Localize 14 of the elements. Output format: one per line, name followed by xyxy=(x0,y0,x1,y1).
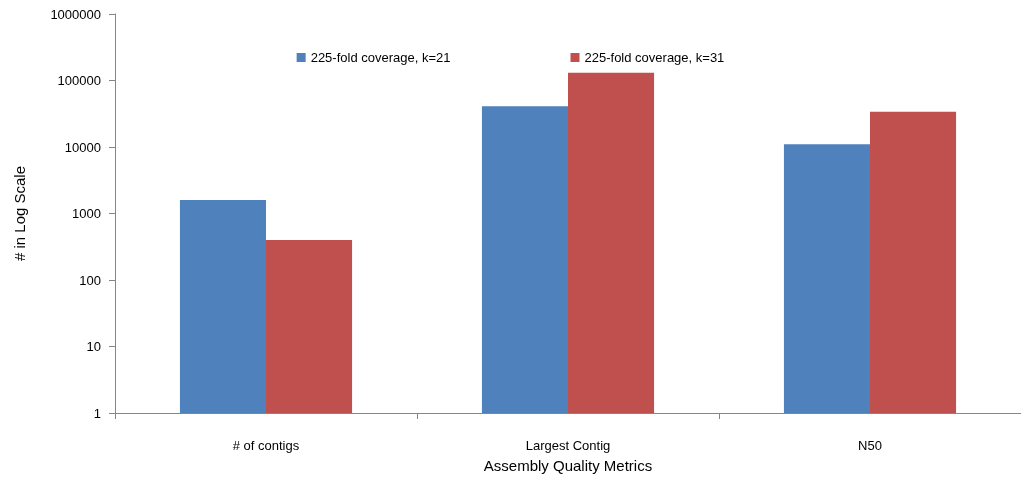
y-tick-label: 10 xyxy=(86,339,101,354)
legend-label: 225-fold coverage, k=31 xyxy=(584,50,725,65)
legend-label: 225-fold coverage, k=21 xyxy=(310,50,451,65)
y-tick-label: 10000 xyxy=(64,139,101,155)
y-tick-label: 100 xyxy=(79,272,101,288)
y-tick-label: 1 xyxy=(93,405,101,421)
y-tick-label: 1000 xyxy=(72,206,101,221)
x-tick-label: N50 xyxy=(858,438,882,453)
y-axis-title: # in Log Scale xyxy=(11,165,28,262)
y-tick-label: 100000 xyxy=(57,73,101,88)
x-tick-label: # of contigs xyxy=(232,438,300,453)
x-tick-label: Largest Contig xyxy=(525,438,611,453)
y-tick-label: 1000000 xyxy=(50,6,101,22)
x-axis-title: Assembly Quality Metrics xyxy=(483,457,653,474)
